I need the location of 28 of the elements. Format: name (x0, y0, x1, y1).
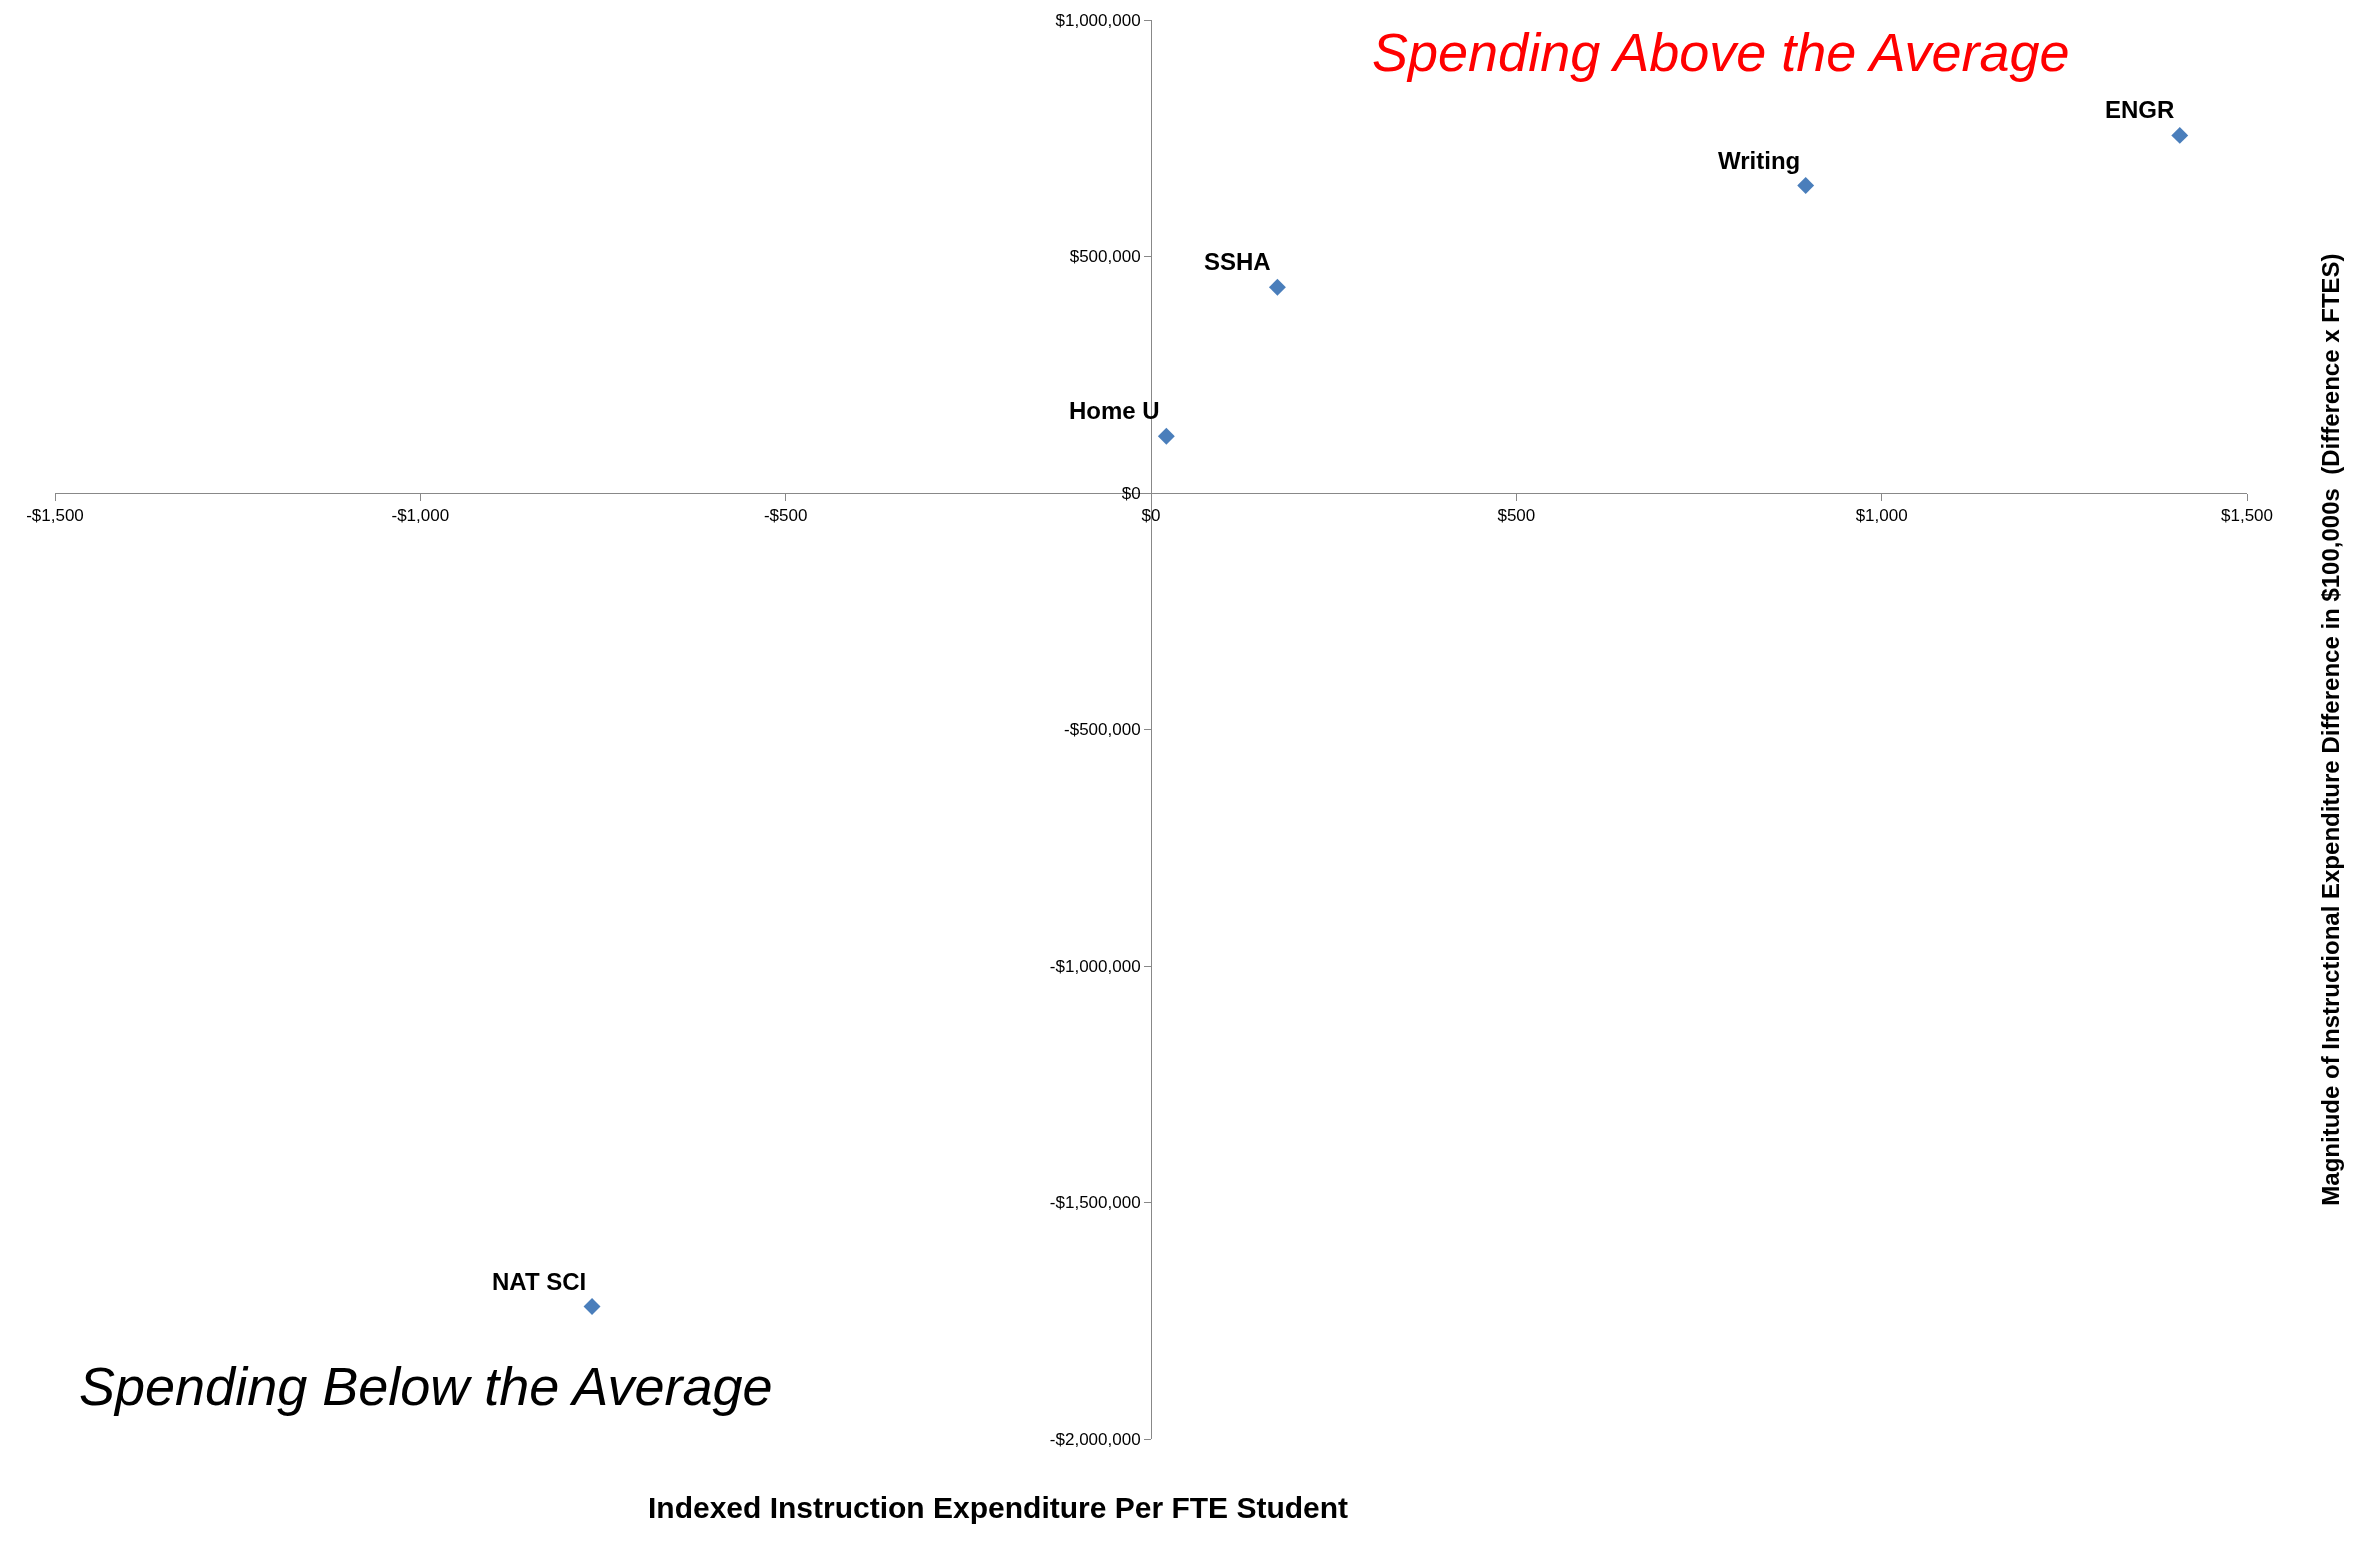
annotation: Spending Above the Average (1372, 22, 2070, 82)
y-tick-label: $500,000 (1069, 247, 1141, 267)
annotation: Writing (1718, 147, 1801, 174)
point (1157, 427, 1175, 445)
point (1797, 177, 1815, 194)
y-tick-label: -$500,000 (1064, 720, 1141, 740)
x-tick-label: -$1,000 (391, 506, 450, 526)
x-tick-label: $1,500 (2221, 506, 2273, 526)
point (1268, 278, 1286, 296)
point (583, 1298, 601, 1316)
x-tick-label: -$1,500 (26, 506, 84, 526)
annotation: Spending Below the Average (79, 1356, 773, 1416)
annotation: ENGR (2105, 96, 2175, 123)
y-tick-label: -$2,000,000 (1049, 1429, 1141, 1449)
annotation: SSHA (1204, 248, 1271, 275)
x-tick-label: $0 (1141, 506, 1161, 526)
point (2171, 126, 2189, 144)
x-tick-label: $500 (1497, 506, 1536, 526)
y-tick-label: -$1,000,000 (1049, 956, 1141, 976)
y-axis-title: Magnitude of Instructional Expenditure Difference in $100,000s (Difference x FTES) (2316, 253, 2344, 1206)
x-tick-label: -$500 (763, 506, 808, 526)
y-tick-label: $1,000,000 (1055, 10, 1141, 30)
x-tick-label: $1,000 (1855, 506, 1908, 526)
y-tick-label: -$1,500,000 (1049, 1193, 1141, 1213)
annotation: Home U (1069, 397, 1160, 424)
annotation: NAT SCI (492, 1268, 587, 1295)
x-axis-title: Indexed Instruction Expenditure Per FTE Student (648, 1491, 1349, 1524)
y-tick-label: $0 (1121, 483, 1141, 503)
